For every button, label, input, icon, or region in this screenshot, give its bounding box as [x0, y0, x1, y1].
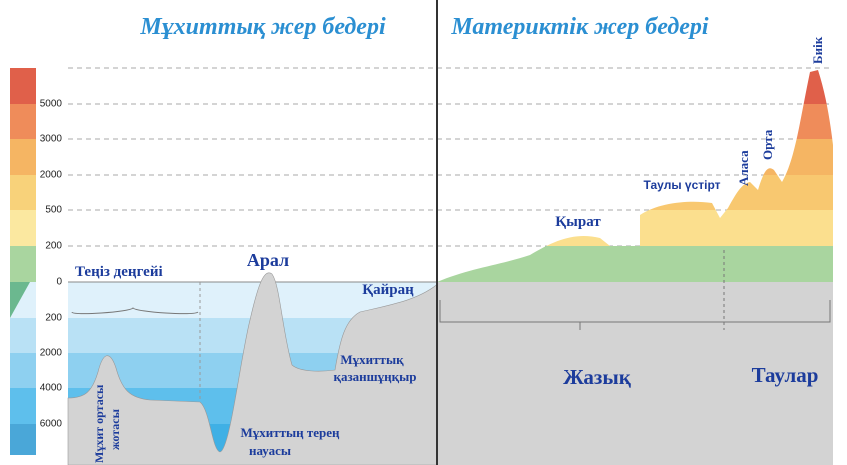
label: қазаншұңқыр	[333, 369, 416, 384]
scale-label: 6000	[40, 419, 63, 430]
land-relief	[437, 70, 833, 282]
label: Орта	[760, 129, 775, 160]
scale-label: 500	[45, 205, 62, 216]
label: Таулар	[752, 363, 819, 387]
scale-label: 3000	[40, 134, 63, 145]
label: Қайраң	[362, 282, 414, 298]
continent-ground	[437, 282, 833, 465]
scale-label: 5000	[40, 99, 63, 110]
label: Арал	[247, 250, 289, 270]
brackets	[71, 250, 831, 330]
scale-label: 200	[45, 313, 62, 324]
label: Мұхиттың терең	[240, 425, 340, 440]
scale-label: 2000	[40, 170, 63, 181]
label: жотасы	[108, 408, 122, 450]
label: Таулы үстірт	[643, 178, 720, 192]
grid	[68, 67, 833, 247]
label: науасы	[249, 443, 291, 458]
label: Биік	[810, 36, 825, 64]
scale-label: 2000	[40, 348, 63, 359]
ocean-floor	[67, 272, 441, 465]
label: Жазық	[563, 365, 632, 389]
label: Теңіз деңгейі	[75, 264, 163, 280]
label: Мұхит ортасы	[92, 384, 106, 463]
scale-label: 0	[56, 277, 62, 288]
label: Аласа	[736, 150, 751, 186]
scale-label: 4000	[40, 383, 63, 394]
title: Мұхиттық жер бедері	[139, 14, 386, 40]
scale-label: 200	[45, 241, 62, 252]
label: Мұхиттық	[340, 352, 404, 367]
color-scale	[10, 68, 36, 455]
label: Қырат	[555, 214, 601, 230]
title: Материктік жер бедері	[450, 14, 708, 40]
